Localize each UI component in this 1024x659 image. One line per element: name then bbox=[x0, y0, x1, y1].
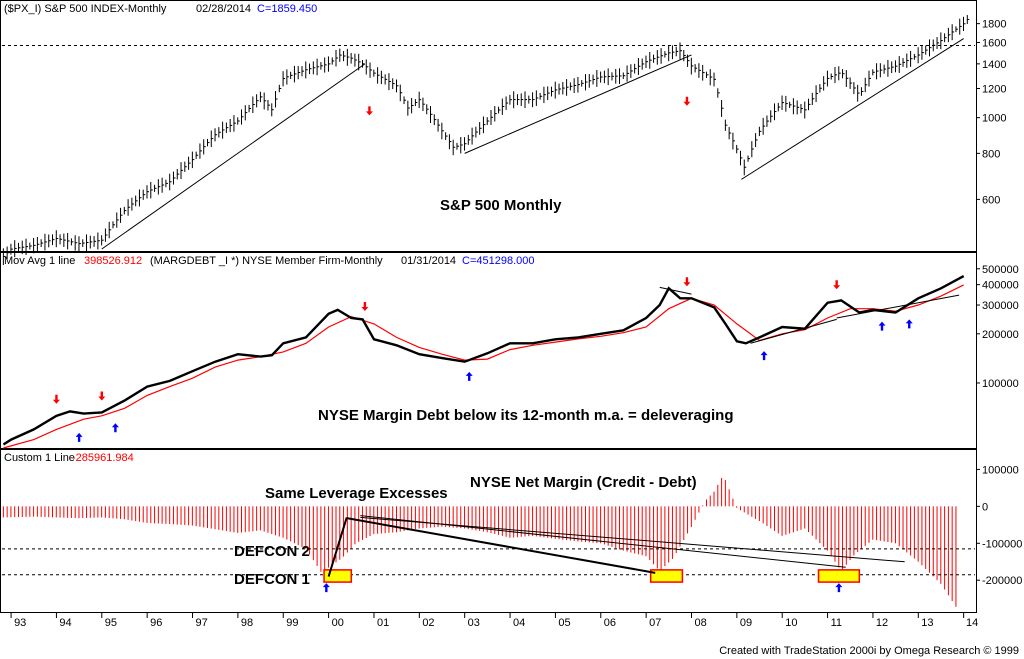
margin-debt-panel-frame bbox=[0, 252, 977, 449]
x-tick-label: 09 bbox=[740, 617, 752, 629]
margin-debt-y-tick-label: 100000 bbox=[982, 378, 1019, 390]
price-close-label: C=1859.450 bbox=[257, 3, 317, 15]
sell-arrow bbox=[833, 280, 841, 290]
x-tick-label: 14 bbox=[966, 617, 978, 629]
net-margin-y-tick-label: -200000 bbox=[982, 575, 1022, 587]
x-tick-label: 08 bbox=[694, 617, 706, 629]
price-y-tick-label: 1600 bbox=[982, 37, 1006, 49]
net-margin-trendline bbox=[346, 517, 656, 574]
x-tick-label: 11 bbox=[831, 617, 842, 629]
margin-debt-line bbox=[2, 275, 965, 446]
sell-arrow bbox=[98, 391, 106, 401]
x-tick-label: 03 bbox=[468, 617, 480, 629]
buy-arrow bbox=[878, 321, 886, 331]
buy-arrow bbox=[111, 423, 119, 433]
price-trendline bbox=[101, 63, 366, 250]
sell-arrow bbox=[683, 96, 691, 106]
margin-debt-close-label: C=451298.000 bbox=[462, 255, 534, 267]
x-tick-label: 10 bbox=[785, 617, 797, 629]
buy-arrow bbox=[905, 319, 913, 329]
x-axis: 93 94 95 96 97 98 99 00 01 02 03 04 05 06 07 08 09 10 11 12… bbox=[10, 612, 978, 629]
margin-debt-y-tick-label: 500000 bbox=[982, 264, 1019, 276]
price-date-label: 02/28/2014 bbox=[196, 3, 251, 15]
highlight-box bbox=[649, 569, 684, 583]
margin-debt-trendline bbox=[750, 318, 837, 344]
defcon-2-label: DEFCON 2 bbox=[234, 543, 310, 560]
net-margin-panel-frame bbox=[0, 449, 977, 613]
ma-label: Mov Avg 1 line bbox=[4, 255, 75, 267]
price-plot: 1800 1600 1400 1200 1000 800 600 bbox=[2, 15, 1006, 265]
highlight-box bbox=[817, 569, 861, 583]
net-margin-value: -285961.984 bbox=[72, 452, 134, 464]
net-margin-title: NYSE Net Margin (Credit - Debt) bbox=[470, 474, 697, 491]
net-margin-trendline bbox=[360, 516, 905, 563]
price-symbol-label: ($PX_I) S&P 500 INDEX-Monthly bbox=[4, 3, 167, 15]
price-y-tick-label: 600 bbox=[982, 194, 1000, 206]
buy-arrow bbox=[322, 583, 330, 593]
x-tick-label: 00 bbox=[332, 617, 344, 629]
sell-arrow bbox=[52, 394, 60, 404]
x-tick-label: 01 bbox=[377, 617, 389, 629]
x-tick-label: 98 bbox=[241, 617, 253, 629]
price-trendline bbox=[464, 54, 692, 154]
buy-arrow bbox=[760, 351, 768, 361]
net-margin-annotation: Same Leverage Excesses bbox=[265, 485, 448, 502]
buy-arrow bbox=[465, 371, 473, 381]
defcon-1-label: DEFCON 1 bbox=[234, 571, 310, 588]
net-margin-plot: 100000 0 -100000 -200000 bbox=[2, 464, 1022, 607]
x-tick-label: 07 bbox=[649, 617, 661, 629]
x-tick-label: 96 bbox=[150, 617, 162, 629]
net-margin-y-tick-label: -100000 bbox=[982, 538, 1022, 550]
net-margin-y-tick-label: 0 bbox=[982, 501, 988, 513]
x-tick-label: 97 bbox=[196, 617, 208, 629]
x-tick-label: 12 bbox=[876, 617, 888, 629]
x-tick-label: 05 bbox=[558, 617, 570, 629]
x-tick-label: 06 bbox=[604, 617, 616, 629]
net-margin-label: Custom 1 Line bbox=[4, 452, 75, 464]
sell-arrow bbox=[365, 106, 373, 116]
x-tick-label: 93 bbox=[14, 617, 26, 629]
price-y-tick-label: 1400 bbox=[982, 59, 1006, 71]
x-tick-label: 02 bbox=[422, 617, 434, 629]
sell-arrow bbox=[683, 277, 691, 287]
highlight-box bbox=[323, 569, 353, 583]
margin-debt-annotation: NYSE Margin Debt below its 12-month m.a.… bbox=[318, 407, 734, 424]
sell-arrow bbox=[361, 301, 369, 311]
margin-debt-y-tick-label: 400000 bbox=[982, 280, 1019, 292]
price-y-tick-label: 1000 bbox=[982, 113, 1006, 125]
x-tick-label: 04 bbox=[513, 617, 525, 629]
price-y-tick-label: 800 bbox=[982, 148, 1000, 160]
x-tick-label: 99 bbox=[286, 617, 298, 629]
margin-debt-y-tick-label: 300000 bbox=[982, 300, 1019, 312]
price-y-tick-label: 1800 bbox=[982, 19, 1006, 31]
price-trendline bbox=[741, 38, 964, 180]
margin-debt-y-tick-label: 200000 bbox=[982, 329, 1019, 341]
net-margin-y-tick-label: 100000 bbox=[982, 464, 1019, 476]
buy-arrow bbox=[75, 432, 83, 442]
margin-debt-trendline bbox=[659, 286, 692, 295]
margin-debt-trendline bbox=[836, 294, 960, 319]
x-tick-label: 95 bbox=[105, 617, 117, 629]
x-tick-label: 13 bbox=[921, 617, 933, 629]
buy-arrow bbox=[835, 583, 843, 593]
ma-value: 398526.912 bbox=[84, 255, 142, 267]
margin-debt-series-label: (MARGDEBT _I *) NYSE Member Firm-Monthly bbox=[150, 255, 383, 267]
margin-debt-date-label: 01/31/2014 bbox=[401, 255, 456, 267]
price-panel-frame bbox=[0, 0, 977, 252]
price-y-tick-label: 1200 bbox=[982, 84, 1006, 96]
x-tick-label: 94 bbox=[59, 617, 71, 629]
price-annotation: S&P 500 Monthly bbox=[440, 197, 562, 214]
net-margin-trendline bbox=[327, 517, 348, 577]
margin-debt-plot: 500000 400000 300000 200000 100000 bbox=[2, 264, 1019, 449]
footer-credit: Created with TradeStation 2000i by Omega… bbox=[719, 645, 1019, 657]
